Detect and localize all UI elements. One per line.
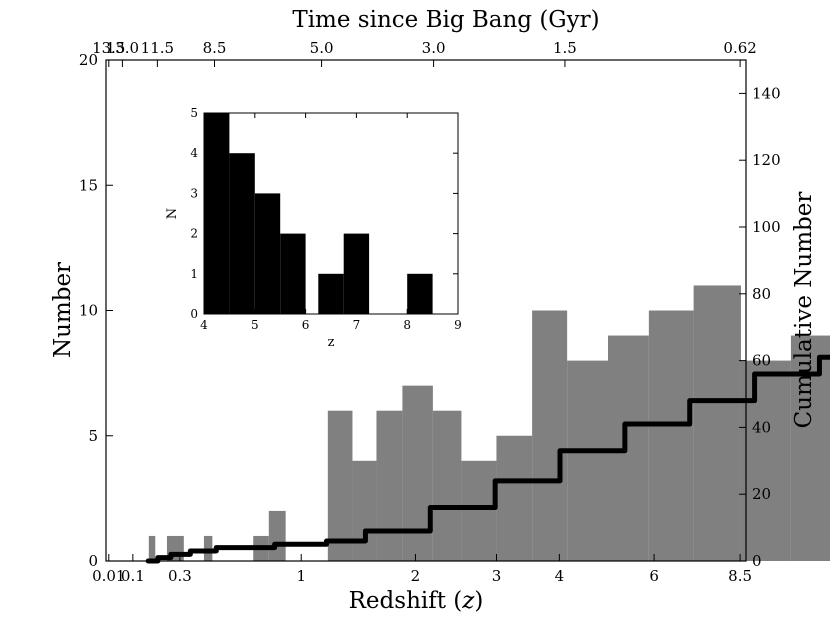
inset-y-tick-label: 0 — [190, 307, 198, 321]
cumulative-lines — [145, 354, 830, 564]
right-tick-label: 100 — [752, 218, 781, 236]
right-axis-title: Cumulative Number — [791, 192, 817, 429]
histogram-bar — [268, 510, 286, 561]
bottom-tick-label: 4 — [555, 567, 565, 585]
top-tick-label: 13.5 — [92, 39, 125, 57]
inset-y-tick-label: 1 — [190, 267, 198, 281]
bottom-tick-label: 0.01 — [92, 567, 125, 585]
right-tick-label: 120 — [752, 151, 781, 169]
inset-x-tick-label: 5 — [251, 318, 259, 332]
histogram-bar — [567, 360, 609, 561]
top-tick-label: 5.0 — [310, 39, 334, 57]
left-tick-label: 10 — [79, 302, 98, 320]
right-tick-label: 0 — [752, 552, 762, 570]
main-histogram-bars — [148, 285, 830, 561]
inset-y-tick-label: 4 — [190, 146, 198, 160]
inset-frame — [203, 112, 459, 315]
inset-x-tick-label: 8 — [403, 318, 411, 332]
top-tick-label: 0.62 — [723, 39, 756, 57]
right-tick-label: 80 — [752, 285, 771, 303]
histogram-bar — [648, 310, 694, 561]
top-tick-label: 3.0 — [422, 39, 446, 57]
histogram-bar — [352, 460, 377, 561]
histogram-bar — [461, 460, 497, 561]
left-axis-title: Number — [50, 262, 76, 358]
inset-x-tick-label: 6 — [302, 318, 310, 332]
inset-bar — [229, 153, 255, 314]
cumulative-total-line — [145, 354, 830, 564]
inset-y-axis-title: N — [165, 208, 180, 219]
top-tick-label: 11.5 — [141, 39, 174, 57]
histogram-bar — [496, 435, 533, 561]
histogram-bar — [608, 335, 649, 561]
right-tick-label: 40 — [752, 418, 771, 436]
histogram-bar — [693, 285, 741, 561]
left-tick-label: 15 — [79, 176, 98, 194]
inset-bar — [254, 193, 281, 314]
top-tick-label: 13.0 — [106, 39, 139, 57]
top-axis-title: Time since Big Bang (Gyr) — [292, 7, 599, 33]
top-tick-label: 8.5 — [203, 39, 227, 57]
right-tick-label: 20 — [752, 485, 771, 503]
inset-bar — [407, 273, 433, 314]
bottom-tick-label: 8.5 — [728, 567, 752, 585]
histogram-bar — [148, 535, 156, 561]
histogram-bar — [327, 410, 353, 561]
left-tick-label: 0 — [88, 552, 98, 570]
right-tick-label: 140 — [752, 84, 781, 102]
histogram-bar — [203, 535, 213, 561]
inset-y-tick-label: 2 — [190, 227, 198, 241]
inset-bar — [204, 113, 230, 314]
inset-bar — [343, 233, 370, 314]
inset-x-axis-title: z — [328, 335, 335, 350]
histogram-bar — [402, 385, 433, 561]
top-tick-label: 1.5 — [553, 39, 577, 57]
main-axes: 0.010.1 0.3 1 2 3 4 6 8.513.513.0 11.5 8.5 5.0 3.0 1… — [50, 7, 817, 614]
inset-x-tick-label: 7 — [353, 318, 361, 332]
right-tick-label: 60 — [752, 352, 771, 370]
bottom-tick-label: 0.1 — [121, 567, 145, 585]
inset-y-tick-label: 5 — [190, 106, 198, 120]
bottom-tick-label: 3 — [492, 567, 502, 585]
inset-bar — [280, 233, 306, 314]
inset-x-tick-label: 9 — [454, 318, 462, 332]
inset-chart: 4 5 6 7 8 9 0 1 2 3 4 5 z N — [165, 106, 462, 350]
inset-x-tick-label: 4 — [200, 318, 208, 332]
left-tick-label: 5 — [88, 427, 98, 445]
inset-y-tick-label: 3 — [190, 186, 198, 200]
inset-bar — [318, 273, 344, 314]
bottom-tick-label: 0.3 — [168, 567, 192, 585]
bottom-tick-label: 1 — [296, 567, 306, 585]
bottom-tick-label: 6 — [649, 567, 659, 585]
histogram-bar — [376, 410, 403, 561]
histogram-bar — [432, 410, 462, 561]
bottom-tick-label: 2 — [411, 567, 421, 585]
histogram-bar — [532, 310, 568, 561]
histogram-bar — [740, 360, 791, 561]
bottom-axis-title: Redshift (z) — [349, 588, 484, 614]
left-tick-label: 20 — [79, 51, 98, 69]
